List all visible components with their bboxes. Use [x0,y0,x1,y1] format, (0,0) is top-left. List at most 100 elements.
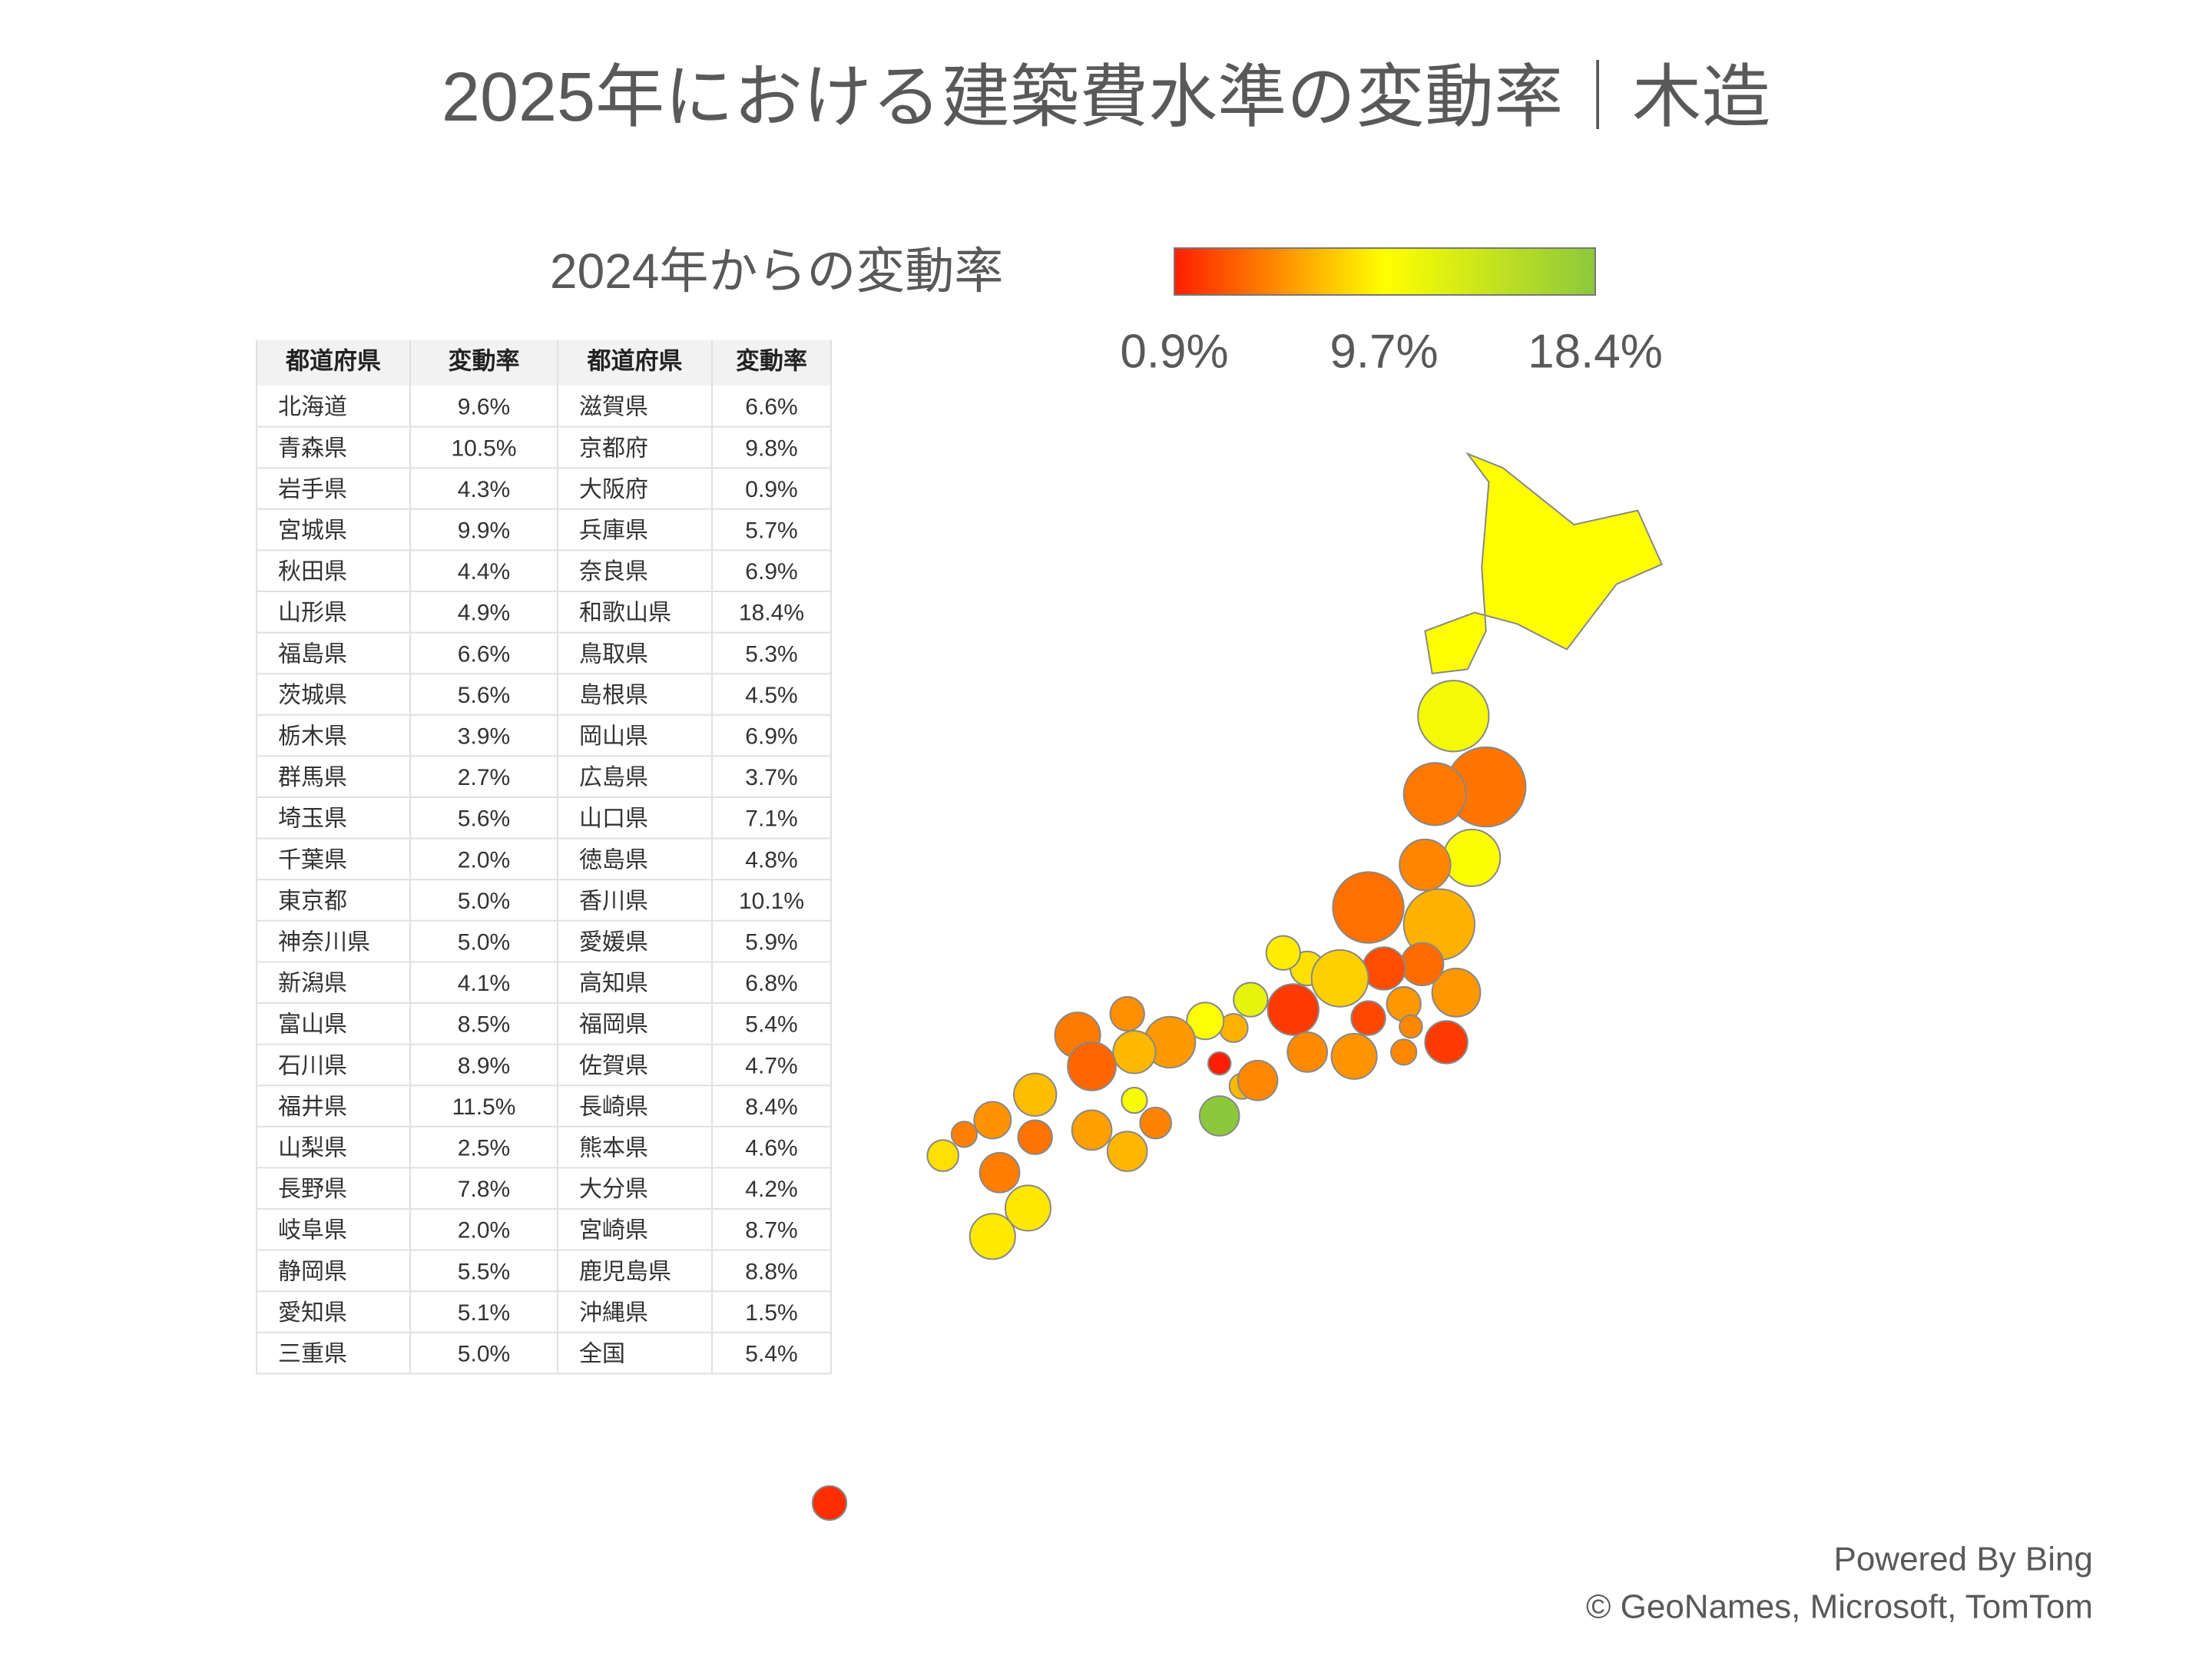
prefecture [1207,1051,1232,1076]
table-value: 4.6% [745,1136,797,1161]
table-value: 5.0% [458,1342,510,1367]
table-name: 鳥取県 [579,641,648,667]
prefecture [1106,1131,1148,1172]
prefecture [979,1151,1021,1194]
table-value: 6.6% [745,395,797,420]
map [811,452,1664,1522]
table-value: 4.4% [458,559,510,584]
table-name: 愛媛県 [579,930,648,955]
table-value: 3.7% [745,765,797,790]
table-value: 5.4% [745,1012,797,1038]
table-value: 4.1% [458,971,510,996]
table-name: 滋賀県 [579,395,648,420]
prefecture [1004,1184,1052,1232]
prefecture [1400,942,1445,987]
attribution: Powered By Bing [1833,1541,2093,1578]
table-name: 大分県 [579,1177,648,1202]
table-value: 2.5% [458,1136,510,1161]
table-header: 都道府県 [587,348,683,375]
table-name: 秋田県 [278,559,347,584]
prefecture [1417,680,1490,753]
table-value: 1.5% [745,1300,797,1326]
prefecture [1267,983,1320,1036]
prefecture [1112,1030,1157,1075]
prefecture [1109,995,1145,1032]
table-name: 福井県 [278,1094,347,1120]
table-value: 4.9% [458,601,510,626]
table-header: 変動率 [736,348,807,375]
table-name: 香川県 [579,889,648,914]
table-name: 京都府 [579,435,648,461]
table-value: 4.2% [745,1177,797,1202]
table-value: 9.6% [458,395,510,420]
prefecture [1399,838,1452,892]
table-name: 山口県 [579,806,648,832]
prefecture [1431,967,1482,1018]
table-name: 岐阜県 [278,1218,347,1243]
table-value: 4.3% [458,477,510,502]
table-name: 熊本県 [579,1136,648,1161]
prefecture [1390,1038,1418,1066]
table-value: 4.5% [745,683,797,708]
table-name: 東京都 [278,889,347,914]
table-name: 広島県 [579,765,648,790]
table-name: 富山県 [278,1012,347,1038]
table-value: 8.9% [458,1053,510,1078]
table-name: 大阪府 [579,477,648,502]
table-value: 0.9% [745,477,797,502]
table-value: 9.9% [458,518,510,544]
prefecture [1265,935,1301,971]
table-name: 山形県 [278,601,347,626]
prefecture [1310,949,1369,1008]
prefecture [1198,1095,1240,1137]
table-name: 茨城県 [278,683,347,708]
table-value: 8.4% [745,1094,797,1120]
table-value: 11.5% [452,1094,516,1120]
prefecture [1350,1000,1386,1036]
table-value: 5.6% [458,683,510,708]
prefecture [1071,1109,1113,1151]
table-name: 神奈川県 [278,930,370,955]
table-name: 静岡県 [278,1259,347,1284]
prefecture [969,1213,1016,1260]
table-header: 変動率 [449,348,520,375]
table-name: 新潟県 [278,971,347,996]
prefecture [1067,1041,1117,1091]
prefecture [973,1101,1012,1140]
legend-gradient [1174,247,1596,296]
table-name: 福島県 [278,641,347,667]
table-value: 9.8% [745,435,797,461]
table-value: 8.7% [745,1218,797,1243]
legend-title: 2024年からの変動率 [550,243,1003,299]
table-value: 8.8% [745,1259,797,1284]
table-name: 北海道 [278,395,347,420]
title: 2025年における建築費水準の変動率｜木造 [442,59,1770,136]
table-value: 5.0% [458,930,510,955]
table-header: 都道府県 [285,348,381,375]
table-value: 4.8% [745,847,797,873]
legend-label: 18.4% [1528,325,1663,378]
table-name: 和歌山県 [579,601,671,626]
table-name: 宮崎県 [579,1218,648,1243]
table-name: 群馬県 [278,765,347,790]
table-name: 鹿児島県 [579,1259,671,1284]
table-name: 三重県 [278,1342,347,1367]
table-name: 島根県 [579,683,648,708]
prefecture [1332,871,1405,944]
prefecture [1186,1002,1225,1041]
table-value: 5.4% [745,1342,797,1367]
prefecture [1237,1059,1279,1101]
table-value: 5.0% [458,889,510,914]
prefecture [950,1121,979,1148]
prefecture [1424,1020,1469,1065]
table-value: 6.6% [458,641,510,667]
table-value: 5.1% [458,1300,510,1326]
table-name: 愛知県 [278,1300,347,1326]
table-name: 石川県 [278,1053,347,1078]
prefecture [1424,452,1664,675]
table-value: 10.1% [739,889,804,914]
table-name: 埼玉県 [278,806,347,832]
table-header-bg [257,340,831,386]
table-value: 4.7% [745,1053,797,1078]
